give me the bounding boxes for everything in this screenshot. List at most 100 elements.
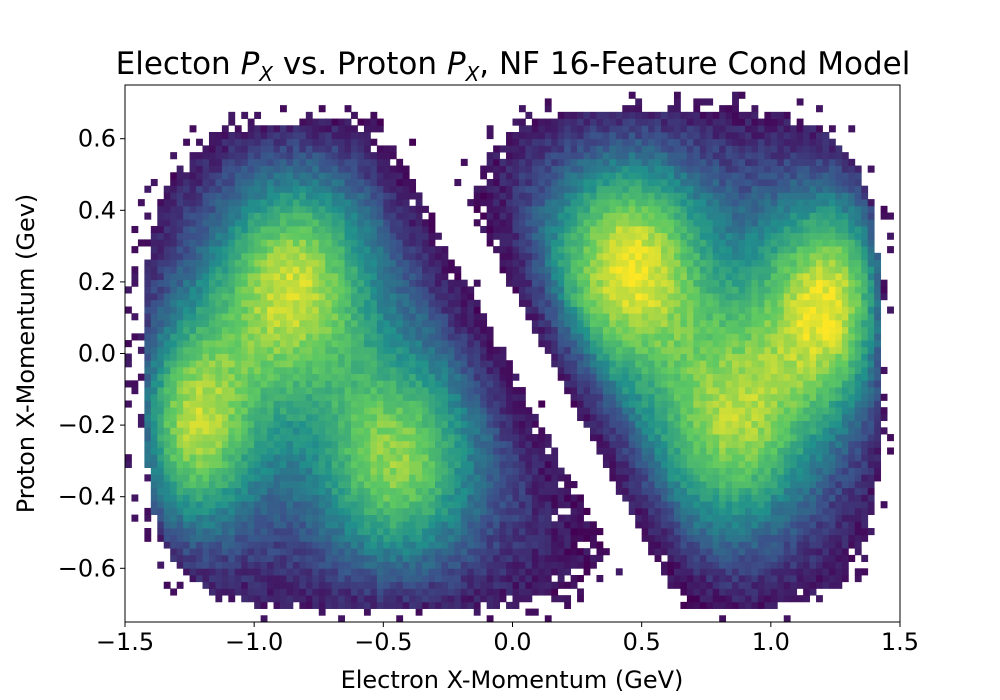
heatmap-cell [189, 467, 197, 475]
heatmap-cell [738, 293, 746, 301]
heatmap-cell [570, 494, 578, 502]
heatmap-cell [790, 434, 798, 442]
heatmap-cell [764, 581, 772, 589]
heatmap-cell [286, 601, 294, 609]
heatmap-cell [435, 340, 442, 348]
heatmap-cell [544, 319, 552, 328]
heatmap-cell [292, 447, 300, 455]
heatmap-cell [486, 615, 494, 623]
heatmap-cell [583, 521, 591, 529]
heatmap-cell [596, 366, 604, 375]
heatmap-cell [170, 360, 178, 368]
heatmap-cell [783, 447, 791, 455]
heatmap-cell [693, 481, 701, 489]
heatmap-cell [157, 400, 165, 408]
heatmap-cell [331, 447, 339, 455]
heatmap-cell [163, 326, 171, 334]
heatmap-cell [234, 319, 242, 328]
heatmap-cell [241, 440, 249, 448]
heatmap-cell [538, 467, 546, 475]
heatmap-cell [531, 568, 539, 576]
heatmap-cell [150, 353, 158, 361]
heatmap-cell [770, 326, 778, 334]
heatmap-cell [467, 447, 475, 455]
heatmap-cell [673, 521, 681, 529]
heatmap-cell [667, 306, 675, 314]
heatmap-cell [518, 561, 526, 569]
heatmap-cell [234, 460, 242, 469]
heatmap-cell [370, 460, 378, 469]
heatmap-cell [480, 487, 488, 495]
heatmap-cell [351, 387, 358, 395]
heatmap-cell [467, 575, 475, 583]
heatmap-cell [506, 474, 513, 482]
heatmap-cell [467, 326, 475, 334]
heatmap-cell [486, 360, 494, 368]
heatmap-cell [570, 286, 578, 294]
heatmap-cell [163, 467, 171, 475]
heatmap-cell [331, 366, 339, 375]
heatmap-cell [441, 548, 449, 556]
heatmap-cell [396, 460, 404, 469]
heatmap-cell [241, 514, 249, 522]
heatmap-cell [796, 299, 804, 307]
heatmap-cell [551, 319, 559, 328]
heatmap-cell [803, 568, 810, 576]
heatmap-cell [428, 299, 436, 307]
heatmap-cell [622, 427, 630, 435]
heatmap-cell [518, 588, 526, 596]
heatmap-cell [809, 474, 817, 482]
heatmap-cell [389, 319, 397, 328]
heatmap-cell [512, 467, 520, 475]
heatmap-cell [867, 333, 875, 341]
heatmap-cell [686, 286, 694, 294]
heatmap-cell [602, 293, 610, 301]
heatmap-cell [189, 507, 197, 515]
heatmap-cell [260, 447, 268, 455]
heatmap-cell [564, 340, 572, 348]
heatmap-cell [267, 575, 274, 583]
heatmap-cell [447, 373, 455, 381]
heatmap-cell [809, 501, 817, 509]
heatmap-cell [732, 286, 739, 294]
heatmap-cell [344, 306, 352, 314]
heatmap-cell [583, 534, 591, 542]
heatmap-cell [615, 467, 623, 475]
heatmap-cell [144, 380, 152, 388]
heatmap-cell [370, 387, 378, 395]
heatmap-cell [699, 447, 707, 455]
heatmap-cell [841, 487, 849, 495]
heatmap-cell [745, 554, 752, 562]
heatmap-cell [732, 588, 739, 596]
heatmap-cell [150, 326, 158, 334]
heatmap-cell [854, 400, 862, 408]
heatmap-cell [363, 460, 371, 469]
heatmap-cell [273, 521, 281, 529]
heatmap-cell [325, 299, 333, 307]
heatmap-cell [480, 447, 488, 455]
heatmap-cell [351, 534, 358, 542]
heatmap-cell [673, 346, 681, 354]
heatmap-cell [144, 460, 152, 469]
heatmap-cell [389, 427, 397, 435]
heatmap-cell [770, 440, 778, 448]
heatmap-cell [712, 601, 720, 609]
heatmap-cell [131, 279, 139, 287]
heatmap-cell [254, 299, 262, 307]
heatmap-cell [351, 366, 358, 375]
heatmap-cell [331, 454, 339, 462]
heatmap-cell [415, 507, 423, 515]
heatmap-cell [254, 528, 262, 536]
heatmap-cell [338, 481, 345, 489]
heatmap-cell [809, 413, 817, 422]
heatmap-cell [254, 568, 262, 576]
heatmap-cell [783, 474, 791, 482]
heatmap-cell [286, 460, 294, 469]
heatmap-cell [273, 299, 281, 307]
heatmap-cell [325, 454, 333, 462]
heatmap-cell [286, 528, 294, 536]
heatmap-cell [867, 494, 875, 502]
heatmap-cell [602, 434, 610, 442]
heatmap-cell [363, 575, 371, 583]
heatmap-cell [809, 340, 817, 348]
